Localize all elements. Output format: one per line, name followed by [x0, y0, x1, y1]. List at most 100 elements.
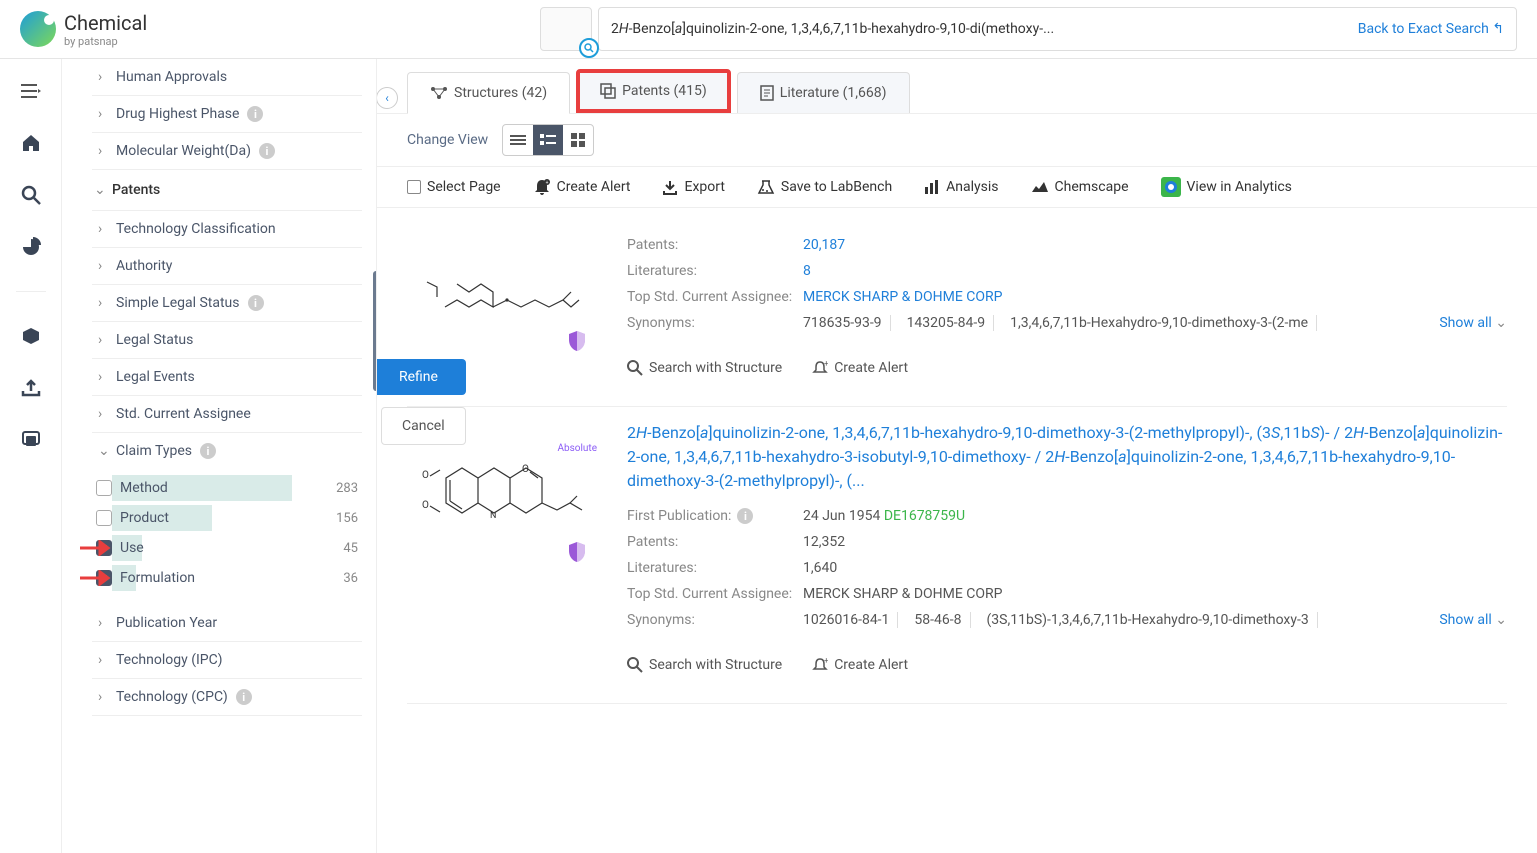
sidebar: › Human Approvals › Drug Highest Phase i…	[62, 59, 377, 853]
view-detail-button[interactable]	[533, 125, 563, 155]
logo-subtitle: by patsnap	[64, 35, 147, 48]
tab-literature[interactable]: Literature (1,668)	[737, 72, 910, 113]
meta-value[interactable]: MERCK SHARP & DOHME CORP	[803, 289, 1507, 305]
filter-label: Drug Highest Phase	[116, 106, 239, 122]
filter-pat-1[interactable]: › Authority	[92, 248, 362, 285]
chemscape-button[interactable]: Chemscape	[1031, 179, 1129, 195]
filter-label: Authority	[116, 258, 172, 274]
select-page-checkbox[interactable]: Select Page	[407, 179, 501, 195]
search-structure-button[interactable]: Search with Structure	[627, 360, 782, 376]
export-button[interactable]: Export	[662, 179, 724, 195]
tab-patents[interactable]: Patents (415)	[576, 69, 731, 113]
patents-section-header[interactable]: ⌄ Patents	[92, 170, 362, 211]
meta-value[interactable]: 20,187	[803, 237, 1507, 253]
view-list-button[interactable]	[503, 125, 533, 155]
claim-count: 156	[336, 511, 358, 526]
bars-icon	[924, 179, 940, 195]
menu-icon[interactable]	[19, 79, 43, 103]
show-all-link[interactable]: Show all ⌄	[1439, 612, 1507, 628]
zoom-icon[interactable]	[579, 38, 599, 58]
upload-icon[interactable]	[19, 376, 43, 400]
chevron-right-icon: ›	[98, 106, 108, 122]
refine-button[interactable]: Refine	[377, 359, 466, 395]
back-to-search-link[interactable]: Back to Exact Search ↰	[1358, 21, 1504, 37]
search-box[interactable]: 2H-Benzo[a]quinolizin-2-one, 1,3,4,6,7,1…	[598, 7, 1517, 51]
workspace-icon[interactable]	[19, 428, 43, 452]
info-icon[interactable]: i	[200, 443, 216, 459]
info-icon[interactable]: i	[248, 295, 264, 311]
filter-pat-2[interactable]: › Simple Legal Status i	[92, 285, 362, 322]
view-analytics-button[interactable]: View in Analytics	[1161, 177, 1292, 197]
chevron-right-icon: ›	[98, 332, 108, 348]
svg-text:+: +	[824, 360, 828, 368]
filter-pat-3[interactable]: › Legal Status	[92, 322, 362, 359]
claim-type-use[interactable]: Use 45	[92, 533, 362, 563]
collapse-sidebar-button[interactable]: ‹	[377, 87, 398, 109]
filter-bot-1[interactable]: › Technology (IPC)	[92, 642, 362, 679]
meta-row: Patents: 20,187	[627, 232, 1507, 258]
result-item: #2 Absolute O O O N 2H-Benzo[a]quinolizi…	[407, 407, 1507, 704]
svg-text:O: O	[422, 500, 429, 511]
claim-checkbox[interactable]	[96, 480, 112, 496]
claim-types-header[interactable]: ⌄ Claim Types i	[92, 433, 362, 469]
claim-checkbox[interactable]	[96, 510, 112, 526]
view-grid-button[interactable]	[563, 125, 593, 155]
bell-icon: +	[812, 657, 828, 673]
filter-top-2[interactable]: › Molecular Weight(Da) i	[92, 133, 362, 170]
meta-row: Top Std. Current Assignee: MERCK SHARP &…	[627, 581, 1507, 607]
save-labbench-button[interactable]: Save to LabBench	[757, 179, 892, 195]
home-icon[interactable]	[19, 131, 43, 155]
meta-value: 12,352	[803, 534, 1507, 550]
search-nav-icon[interactable]	[19, 183, 43, 207]
search-icon	[627, 360, 643, 376]
filter-label: Technology (CPC)	[116, 689, 228, 705]
filter-top-0[interactable]: › Human Approvals	[92, 59, 362, 96]
filter-pat-4[interactable]: › Legal Events	[92, 359, 362, 396]
result-title[interactable]: 2H-Benzo[a]quinolizin-2-one, 1,3,4,6,7,1…	[627, 421, 1507, 493]
tab-structures[interactable]: Structures (42)	[407, 72, 570, 114]
filter-bot-0[interactable]: › Publication Year	[92, 605, 362, 642]
chevron-right-icon: ›	[98, 406, 108, 422]
synonym: 58-46-8	[906, 612, 970, 628]
cube-icon[interactable]	[19, 324, 43, 348]
claim-count: 36	[343, 571, 358, 586]
meta-row: Patents: 12,352	[627, 529, 1507, 555]
meta-row: First Publication: i 24 Jun 1954 DE16787…	[627, 503, 1507, 529]
molecule-thumbnail[interactable]	[540, 7, 592, 51]
claim-type-method[interactable]: Method 283	[92, 473, 362, 503]
claim-type-product[interactable]: Product 156	[92, 503, 362, 533]
tab-label: Literature (1,668)	[780, 85, 887, 101]
synonyms-row: Synonyms: 718635-93-9143205-84-91,3,4,6,…	[627, 310, 1507, 336]
cancel-button[interactable]: Cancel	[381, 407, 466, 445]
filter-bot-2[interactable]: › Technology (CPC) i	[92, 679, 362, 716]
chevron-right-icon: ›	[98, 369, 108, 385]
analysis-button[interactable]: Analysis	[924, 179, 998, 195]
chevron-down-icon: ⌄	[94, 182, 104, 198]
create-alert-button[interactable]: +Create Alert	[812, 360, 908, 376]
info-icon[interactable]: i	[259, 143, 275, 159]
patents-icon	[600, 83, 616, 99]
create-alert-button[interactable]: +Create Alert	[533, 178, 631, 196]
molecule-structure[interactable]	[407, 232, 597, 352]
filter-top-1[interactable]: › Drug Highest Phase i	[92, 96, 362, 133]
info-icon[interactable]: i	[236, 689, 252, 705]
filter-label: Technology (IPC)	[116, 652, 222, 668]
show-all-link[interactable]: Show all ⌄	[1439, 315, 1507, 331]
meta-label: Top Std. Current Assignee:	[627, 586, 803, 602]
claim-type-formulation[interactable]: Formulation 36	[92, 563, 362, 593]
molecule-structure[interactable]: Absolute O O O N	[407, 443, 597, 563]
filter-pat-0[interactable]: › Technology Classification	[92, 211, 362, 248]
info-icon[interactable]: i	[737, 508, 753, 524]
search-structure-button[interactable]: Search with Structure	[627, 657, 782, 673]
chart-icon[interactable]	[19, 235, 43, 259]
landscape-icon	[1031, 180, 1049, 194]
tabs: Structures (42) Patents (415) Literature…	[377, 59, 1537, 114]
info-icon[interactable]: i	[247, 106, 263, 122]
synonym: (3S,11bS)-1,3,4,6,7,11b-Hexahydro-9,10-d…	[979, 612, 1318, 628]
tab-label: Structures (42)	[454, 85, 547, 101]
claim-label: Product	[120, 510, 328, 526]
meta-value[interactable]: 8	[803, 263, 1507, 279]
structures-icon	[430, 86, 448, 100]
create-alert-button[interactable]: +Create Alert	[812, 657, 908, 673]
filter-pat-5[interactable]: › Std. Current Assignee	[92, 396, 362, 433]
